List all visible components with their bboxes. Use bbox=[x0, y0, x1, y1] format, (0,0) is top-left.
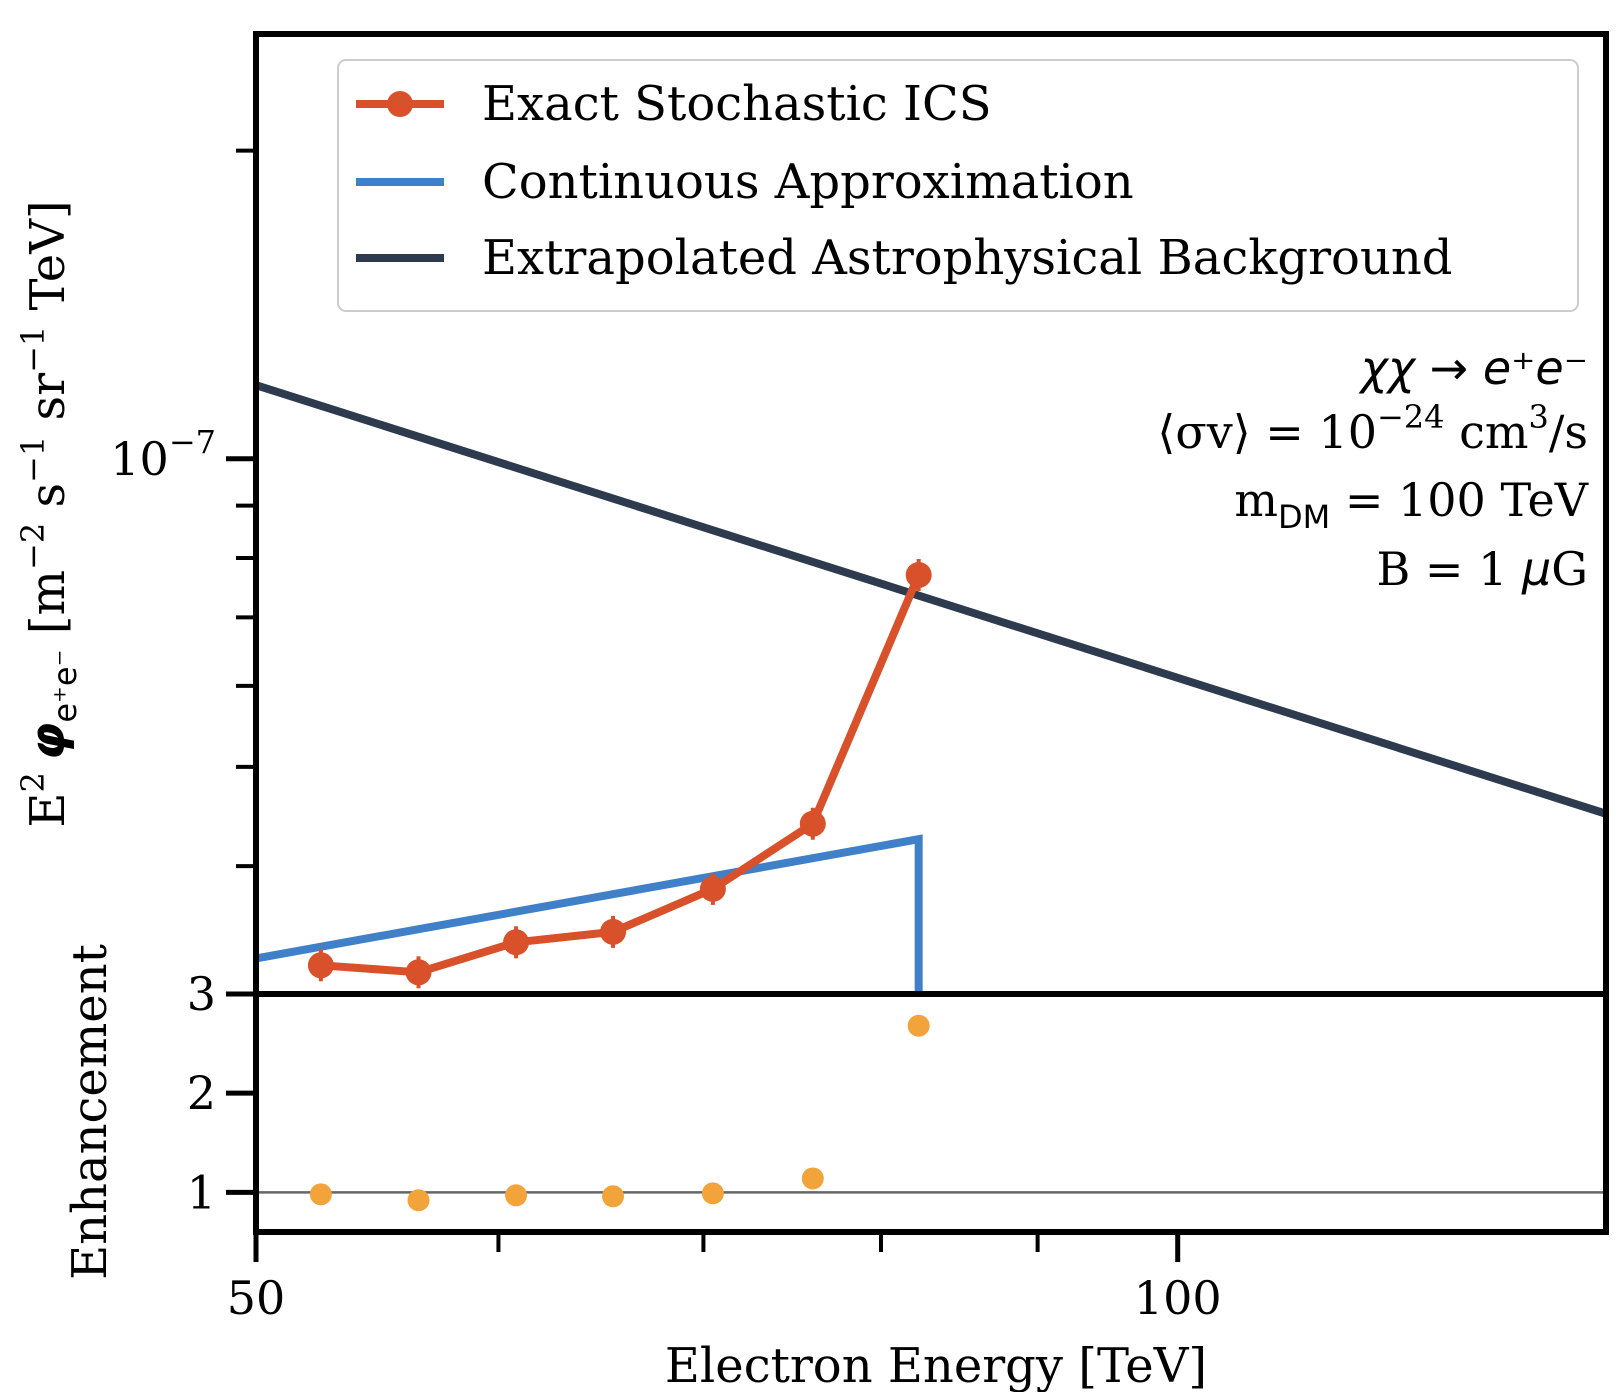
series-line-background bbox=[256, 381, 1606, 818]
point-stochastic bbox=[905, 561, 932, 588]
point-enhancement bbox=[407, 1189, 430, 1212]
legend-label-background: Extrapolated Astrophysical Background bbox=[482, 230, 1453, 286]
point-stochastic bbox=[600, 918, 627, 945]
y-tick-label: 1 bbox=[187, 1165, 216, 1219]
y-major-tick-label: 10−7 bbox=[110, 423, 216, 486]
legend: Exact Stochastic ICS Continuous Approxima… bbox=[337, 59, 1579, 312]
legend-marker-stochastic bbox=[387, 91, 413, 117]
annotation-bfield: B = 1 μG bbox=[1376, 542, 1588, 596]
point-stochastic bbox=[405, 959, 432, 986]
point-enhancement bbox=[701, 1182, 724, 1205]
bottom-y-ticks: 1 2 3 bbox=[187, 967, 256, 1219]
annotation-cross-section: ⟨σv⟩ = 10−24 cm3/s bbox=[1157, 398, 1588, 459]
point-enhancement bbox=[907, 1014, 930, 1037]
point-enhancement bbox=[505, 1184, 528, 1207]
series-line-continuous bbox=[256, 834, 923, 994]
annotation-process: χχ → e⁺e⁻ bbox=[1358, 341, 1588, 395]
point-enhancement bbox=[801, 1167, 824, 1190]
series-line-stochastic bbox=[320, 573, 923, 977]
point-enhancement bbox=[602, 1185, 625, 1208]
point-stochastic bbox=[503, 929, 530, 956]
x-ticks: 50 100 bbox=[227, 1232, 1222, 1325]
top-plot-area bbox=[256, 381, 1606, 994]
x-major-tick-label: 100 bbox=[1134, 1271, 1222, 1325]
legend-box bbox=[337, 59, 1579, 312]
top-y-ticks: 10−7 bbox=[110, 148, 256, 996]
point-stochastic bbox=[799, 810, 826, 837]
annotation-block: χχ → e⁺e⁻ ⟨σv⟩ = 10−24 cm3/s mDM = 100 T… bbox=[1157, 341, 1588, 596]
point-stochastic bbox=[307, 952, 334, 979]
legend-label-continuous: Continuous Approximation bbox=[482, 154, 1134, 210]
bottom-plot-area bbox=[256, 1014, 1606, 1212]
bottom-panel-frame bbox=[253, 991, 1609, 1235]
top-y-axis-label: E2φe⁺e⁻ [m−2 s−1 sr−1 TeV] bbox=[14, 200, 84, 827]
bottom-panel: 1 2 3 50 100 bbox=[187, 967, 1609, 1325]
bottom-y-axis-label: Enhancement bbox=[62, 944, 118, 1280]
x-axis-label: Electron Energy [TeV] bbox=[665, 1338, 1207, 1392]
y-tick-label: 2 bbox=[187, 1066, 216, 1120]
y-tick-label: 3 bbox=[187, 967, 216, 1021]
legend-label-stochastic: Exact Stochastic ICS bbox=[482, 76, 992, 132]
x-major-tick-label: 50 bbox=[227, 1271, 286, 1325]
point-stochastic bbox=[699, 875, 726, 902]
annotation-mass: mDM = 100 TeV bbox=[1234, 473, 1588, 536]
point-enhancement bbox=[309, 1183, 332, 1206]
